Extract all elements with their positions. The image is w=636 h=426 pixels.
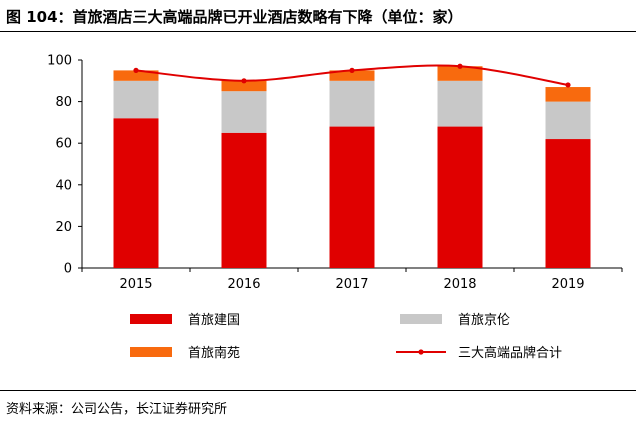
legend-swatch [400, 314, 442, 324]
legend-swatch [130, 347, 172, 357]
bar-segment [329, 126, 375, 268]
y-tick-label: 0 [64, 262, 72, 277]
chart-axes: 0 20 40 60 80 100 2015 2016 2017 2018 2019 [47, 54, 623, 292]
bar-segment [221, 91, 267, 133]
legend-label: 首旅南苑 [188, 345, 240, 361]
y-tick-label: 100 [47, 54, 72, 69]
total-line-point [349, 67, 355, 73]
bar-segment [545, 101, 591, 140]
bar-segment [113, 118, 159, 269]
stacked-bar-chart: 0 20 40 60 80 100 2015 2016 2017 2018 2019 首旅建国 首旅京… [47, 54, 623, 361]
source-rule [0, 390, 636, 391]
bar-segment [545, 139, 591, 268]
legend-marker [418, 349, 424, 355]
bar-segment [113, 70, 159, 81]
chart-total-line [133, 63, 571, 88]
bar-segment [329, 80, 375, 127]
x-tick-label: 2018 [443, 277, 476, 292]
bar-segment [437, 80, 483, 127]
x-tick-label: 2019 [551, 277, 584, 292]
y-tick-label: 20 [55, 220, 72, 235]
x-tick-label: 2016 [227, 277, 260, 292]
legend-swatch [130, 314, 172, 324]
total-line-point [133, 67, 139, 73]
bar-segment [221, 80, 267, 92]
x-tick-label: 2015 [119, 277, 152, 292]
legend-label: 三大高端品牌合计 [458, 345, 562, 361]
bar-segment [329, 70, 375, 81]
bar-segment [545, 87, 591, 102]
bar-segment [437, 126, 483, 268]
bar-segment [221, 132, 267, 268]
bar-segment [437, 66, 483, 81]
source-note: 资料来源：公司公告，长江证券研究所 [6, 402, 228, 417]
y-tick-label: 80 [55, 95, 72, 110]
bar-segment [113, 80, 159, 119]
total-line-point [457, 63, 463, 69]
legend-label: 首旅建国 [188, 313, 240, 328]
y-tick-label: 60 [55, 137, 72, 152]
title-rule [0, 31, 636, 32]
total-line-point [241, 78, 247, 84]
legend-label: 首旅京伦 [458, 313, 510, 328]
y-tick-label: 40 [55, 178, 72, 193]
total-line-point [565, 82, 571, 88]
chart-bars [113, 66, 591, 269]
x-tick-label: 2017 [335, 277, 368, 292]
figure-title: 图 104：首旅酒店三大高端品牌已开业酒店数略有下降（单位：家） [6, 8, 463, 26]
